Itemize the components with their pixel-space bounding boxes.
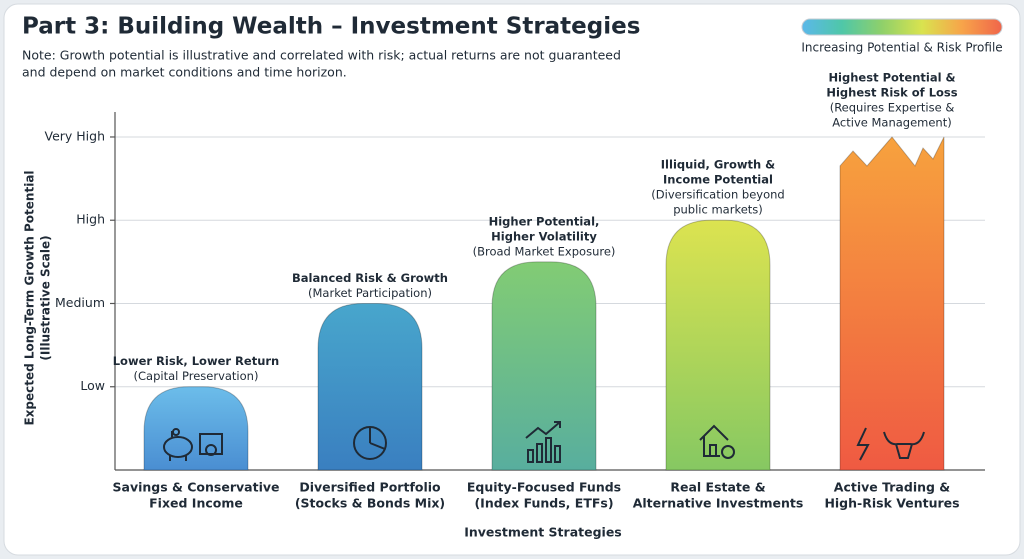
bar-annotation: (Capital Preservation): [134, 369, 259, 383]
bar-annotation: public markets): [673, 203, 763, 217]
y-tick-label: High: [76, 212, 105, 227]
bar-annotation: (Requires Expertise &: [830, 100, 955, 114]
x-tick-label: Real Estate &: [670, 480, 765, 495]
bar-annotation: Lower Risk, Lower Return: [113, 354, 280, 368]
bar: [839, 136, 945, 471]
x-axis-label: Investment Strategies: [464, 525, 622, 540]
bar-annotation: Higher Volatility: [491, 229, 597, 243]
y-axis-label-line: (Illustrative Scale): [39, 235, 53, 360]
bar: [491, 261, 597, 471]
legend-gradient-bar: [801, 18, 1003, 36]
bar-annotation: (Broad Market Exposure): [473, 244, 616, 258]
x-tick-label: (Stocks & Bonds Mix): [295, 496, 445, 511]
x-tick-label: High-Risk Ventures: [824, 496, 959, 511]
bar-annotation: (Market Participation): [308, 286, 432, 300]
y-tick-label: Medium: [55, 295, 105, 310]
x-tick-label: Fixed Income: [149, 496, 243, 511]
bar-icon: [525, 421, 561, 463]
y-axis-label-line: Expected Long-Term Growth Potential: [23, 170, 37, 425]
x-tick-label: Diversified Portfolio: [299, 480, 441, 495]
bar-annotation: Highest Risk of Loss: [826, 85, 957, 99]
bar-annotation: Balanced Risk & Growth: [292, 271, 448, 285]
bar-icon: [353, 426, 387, 460]
bar-annotation: Income Potential: [663, 173, 773, 187]
bar: [143, 386, 249, 471]
x-tick-label: (Index Funds, ETFs): [474, 496, 613, 511]
bar-annotation: Higher Potential,: [489, 214, 600, 228]
y-tick-label: Low: [80, 378, 105, 393]
subtitle: Note: Growth potential is illustrative a…: [22, 48, 621, 63]
bar-annotation: (Diversification beyond: [651, 188, 784, 202]
bar-icon: [856, 427, 925, 461]
bar: [665, 219, 771, 471]
bar-annotation: Illiquid, Growth &: [661, 158, 775, 172]
bar-annotation: Active Management): [832, 115, 951, 129]
subtitle: and depend on market conditions and time…: [22, 65, 347, 80]
legend-label: Increasing Potential & Risk Profile: [801, 41, 1002, 55]
bar-annotation: Highest Potential &: [828, 70, 955, 84]
chart-title: Part 3: Building Wealth – Investment Str…: [22, 14, 640, 40]
bar-icon: [163, 428, 223, 461]
x-tick-label: Equity-Focused Funds: [467, 480, 621, 495]
bar-icon: [699, 424, 735, 459]
x-tick-label: Alternative Investments: [633, 496, 804, 511]
y-axis-label: Expected Long-Term Growth Potential (Ill…: [23, 170, 53, 425]
bar: [317, 302, 423, 471]
x-tick-label: Active Trading &: [834, 480, 951, 495]
y-tick-label: Very High: [44, 128, 105, 143]
x-tick-label: Savings & Conservative: [113, 480, 280, 495]
